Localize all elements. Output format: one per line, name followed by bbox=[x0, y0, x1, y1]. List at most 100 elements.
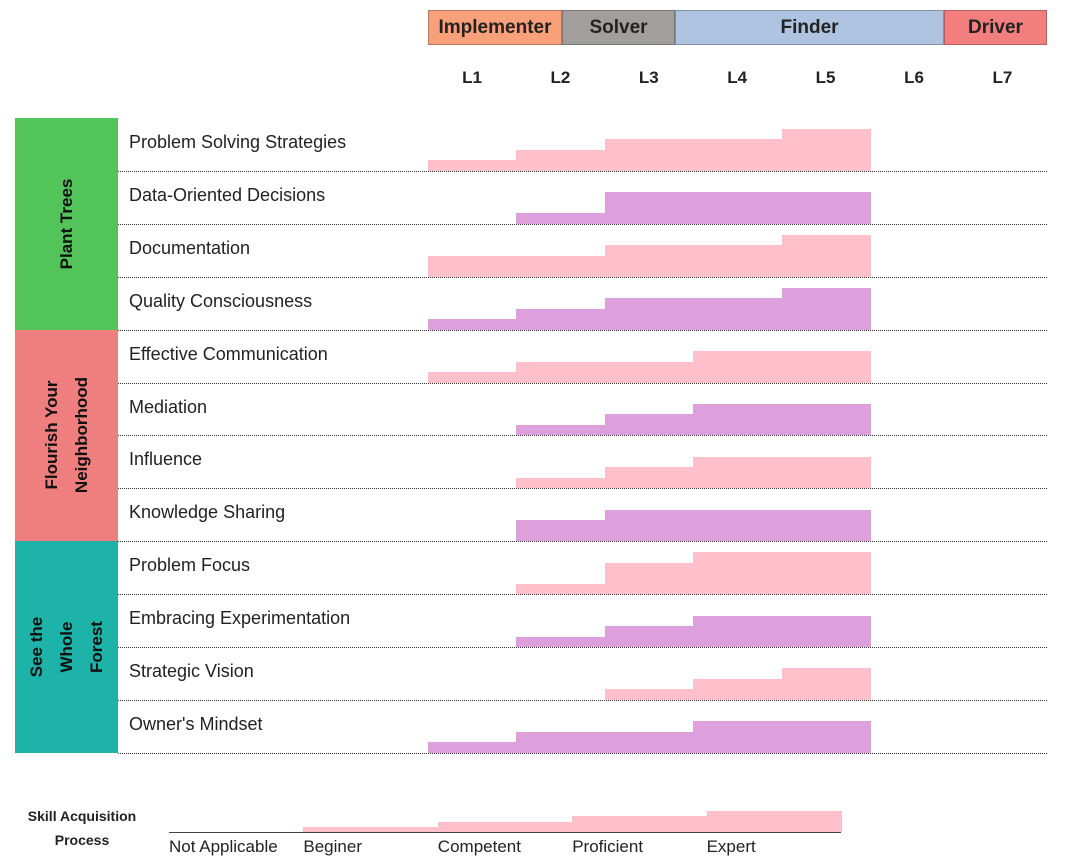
skill-name: Data-Oriented Decisions bbox=[129, 184, 326, 205]
row-divider bbox=[118, 488, 1047, 490]
role-header-driver: Driver bbox=[944, 10, 1047, 45]
skill-level-bar bbox=[781, 128, 871, 171]
skill-level-bar bbox=[516, 731, 606, 753]
skill-level-bar bbox=[516, 149, 606, 171]
legend-stage-label: Not Applicable bbox=[169, 837, 278, 856]
skill-level-bar bbox=[428, 255, 517, 277]
group-box-3: See the Whole Forest bbox=[15, 541, 118, 753]
skill-level-bar bbox=[781, 552, 871, 595]
skill-name: Quality Consciousness bbox=[129, 290, 313, 311]
legend-step-bar bbox=[572, 816, 708, 832]
skill-level-bar bbox=[428, 160, 517, 171]
legend-baseline bbox=[169, 832, 841, 833]
level-label-l6: L6 bbox=[904, 68, 924, 87]
skill-level-bar bbox=[693, 351, 783, 383]
skill-level-bar bbox=[693, 192, 783, 224]
skill-level-bar bbox=[693, 403, 783, 436]
skill-level-bar bbox=[781, 403, 871, 436]
legend-stage-label: Proficient bbox=[572, 837, 644, 856]
skill-level-bar bbox=[781, 351, 871, 383]
skill-level-bar bbox=[604, 626, 694, 647]
skill-level-bar bbox=[604, 192, 694, 224]
skill-level-bar bbox=[516, 583, 606, 595]
skill-level-bar bbox=[604, 245, 694, 277]
skill-name: Knowledge Sharing bbox=[129, 502, 286, 523]
skill-level-bar bbox=[604, 139, 694, 171]
skill-level-bar bbox=[693, 509, 783, 542]
skill-level-bar bbox=[693, 139, 783, 171]
skill-level-bar bbox=[604, 414, 694, 436]
skill-name: Owner's Mindset bbox=[129, 713, 263, 734]
level-label-l7: L7 bbox=[992, 68, 1013, 87]
row-divider bbox=[118, 647, 1047, 648]
skill-name: Problem Focus bbox=[129, 555, 251, 576]
row-divider bbox=[118, 699, 1047, 701]
row-divider bbox=[118, 541, 1047, 543]
legend-stage-label: Expert bbox=[706, 837, 756, 856]
skill-name: Problem Solving Strategies bbox=[129, 132, 347, 152]
skill-level-bar bbox=[516, 636, 606, 647]
skill-level-bar bbox=[693, 245, 783, 277]
skill-level-bar bbox=[516, 213, 606, 224]
skill-level-bar bbox=[428, 319, 517, 330]
skill-level-bar bbox=[781, 668, 871, 700]
skill-level-bar bbox=[781, 192, 871, 224]
skill-level-bar bbox=[516, 520, 606, 542]
skill-level-bar bbox=[693, 615, 783, 647]
level-label-l5: L5 bbox=[815, 68, 836, 87]
skill-level-bar bbox=[693, 552, 783, 595]
row-divider bbox=[118, 594, 1047, 596]
skill-level-bar bbox=[516, 308, 606, 330]
skill-level-bar bbox=[693, 678, 783, 700]
skill-level-bar bbox=[781, 615, 871, 647]
group-label: Plant Trees bbox=[56, 178, 76, 270]
role-header-implementer: Implementer bbox=[428, 10, 562, 45]
skill-level-bar bbox=[604, 689, 694, 700]
skill-level-bar bbox=[781, 456, 871, 489]
skill-level-bar bbox=[604, 298, 694, 330]
legend-step-bar bbox=[706, 811, 842, 832]
row-divider bbox=[118, 329, 1047, 331]
skill-level-bar bbox=[693, 456, 783, 489]
group-label: Flourish Your Neighborhood bbox=[41, 377, 91, 494]
skill-name: Mediation bbox=[129, 396, 208, 417]
role-header-solver: Solver bbox=[562, 10, 675, 45]
skill-level-bar bbox=[604, 361, 694, 383]
skill-level-bar bbox=[516, 255, 606, 277]
level-label-l3: L3 bbox=[638, 68, 659, 87]
skill-level-bar bbox=[693, 721, 783, 753]
group-label: See the Whole Forest bbox=[26, 616, 106, 678]
skill-name: Documentation bbox=[129, 237, 251, 258]
skill-level-bar bbox=[516, 424, 606, 436]
legend-step-bar bbox=[303, 826, 439, 832]
legend-stage-label: Competent bbox=[437, 837, 521, 856]
legend-stage-label: Beginer bbox=[303, 837, 362, 856]
row-divider bbox=[118, 435, 1047, 437]
skill-level-bar bbox=[428, 372, 517, 383]
role-header-finder: Finder bbox=[675, 10, 944, 45]
skill-level-bar bbox=[693, 298, 783, 330]
skill-level-bar bbox=[428, 742, 517, 753]
row-divider bbox=[118, 223, 1047, 225]
row-divider bbox=[118, 382, 1047, 384]
group-box-1: Plant Trees bbox=[15, 118, 118, 330]
skill-level-bar bbox=[781, 509, 871, 542]
skill-level-bar bbox=[604, 562, 694, 595]
skill-level-bar bbox=[604, 731, 694, 753]
skill-level-bar bbox=[781, 234, 871, 277]
group-box-2: Flourish Your Neighborhood bbox=[15, 329, 118, 542]
row-divider bbox=[118, 276, 1047, 278]
skill-level-bar bbox=[516, 477, 606, 489]
skill-level-bar bbox=[516, 361, 606, 383]
skill-level-bar bbox=[604, 509, 694, 542]
row-divider bbox=[118, 170, 1047, 172]
skill-level-bar bbox=[781, 721, 871, 753]
level-label-l1: L1 bbox=[462, 68, 482, 87]
level-label-l4: L4 bbox=[727, 68, 748, 87]
legend-title: Skill Acquisition Process bbox=[27, 808, 137, 848]
skill-name: Effective Communication bbox=[129, 343, 328, 364]
legend-step-bar bbox=[437, 821, 573, 832]
skill-name: Embracing Experimentation bbox=[129, 608, 351, 629]
level-label-l2: L2 bbox=[550, 68, 571, 87]
